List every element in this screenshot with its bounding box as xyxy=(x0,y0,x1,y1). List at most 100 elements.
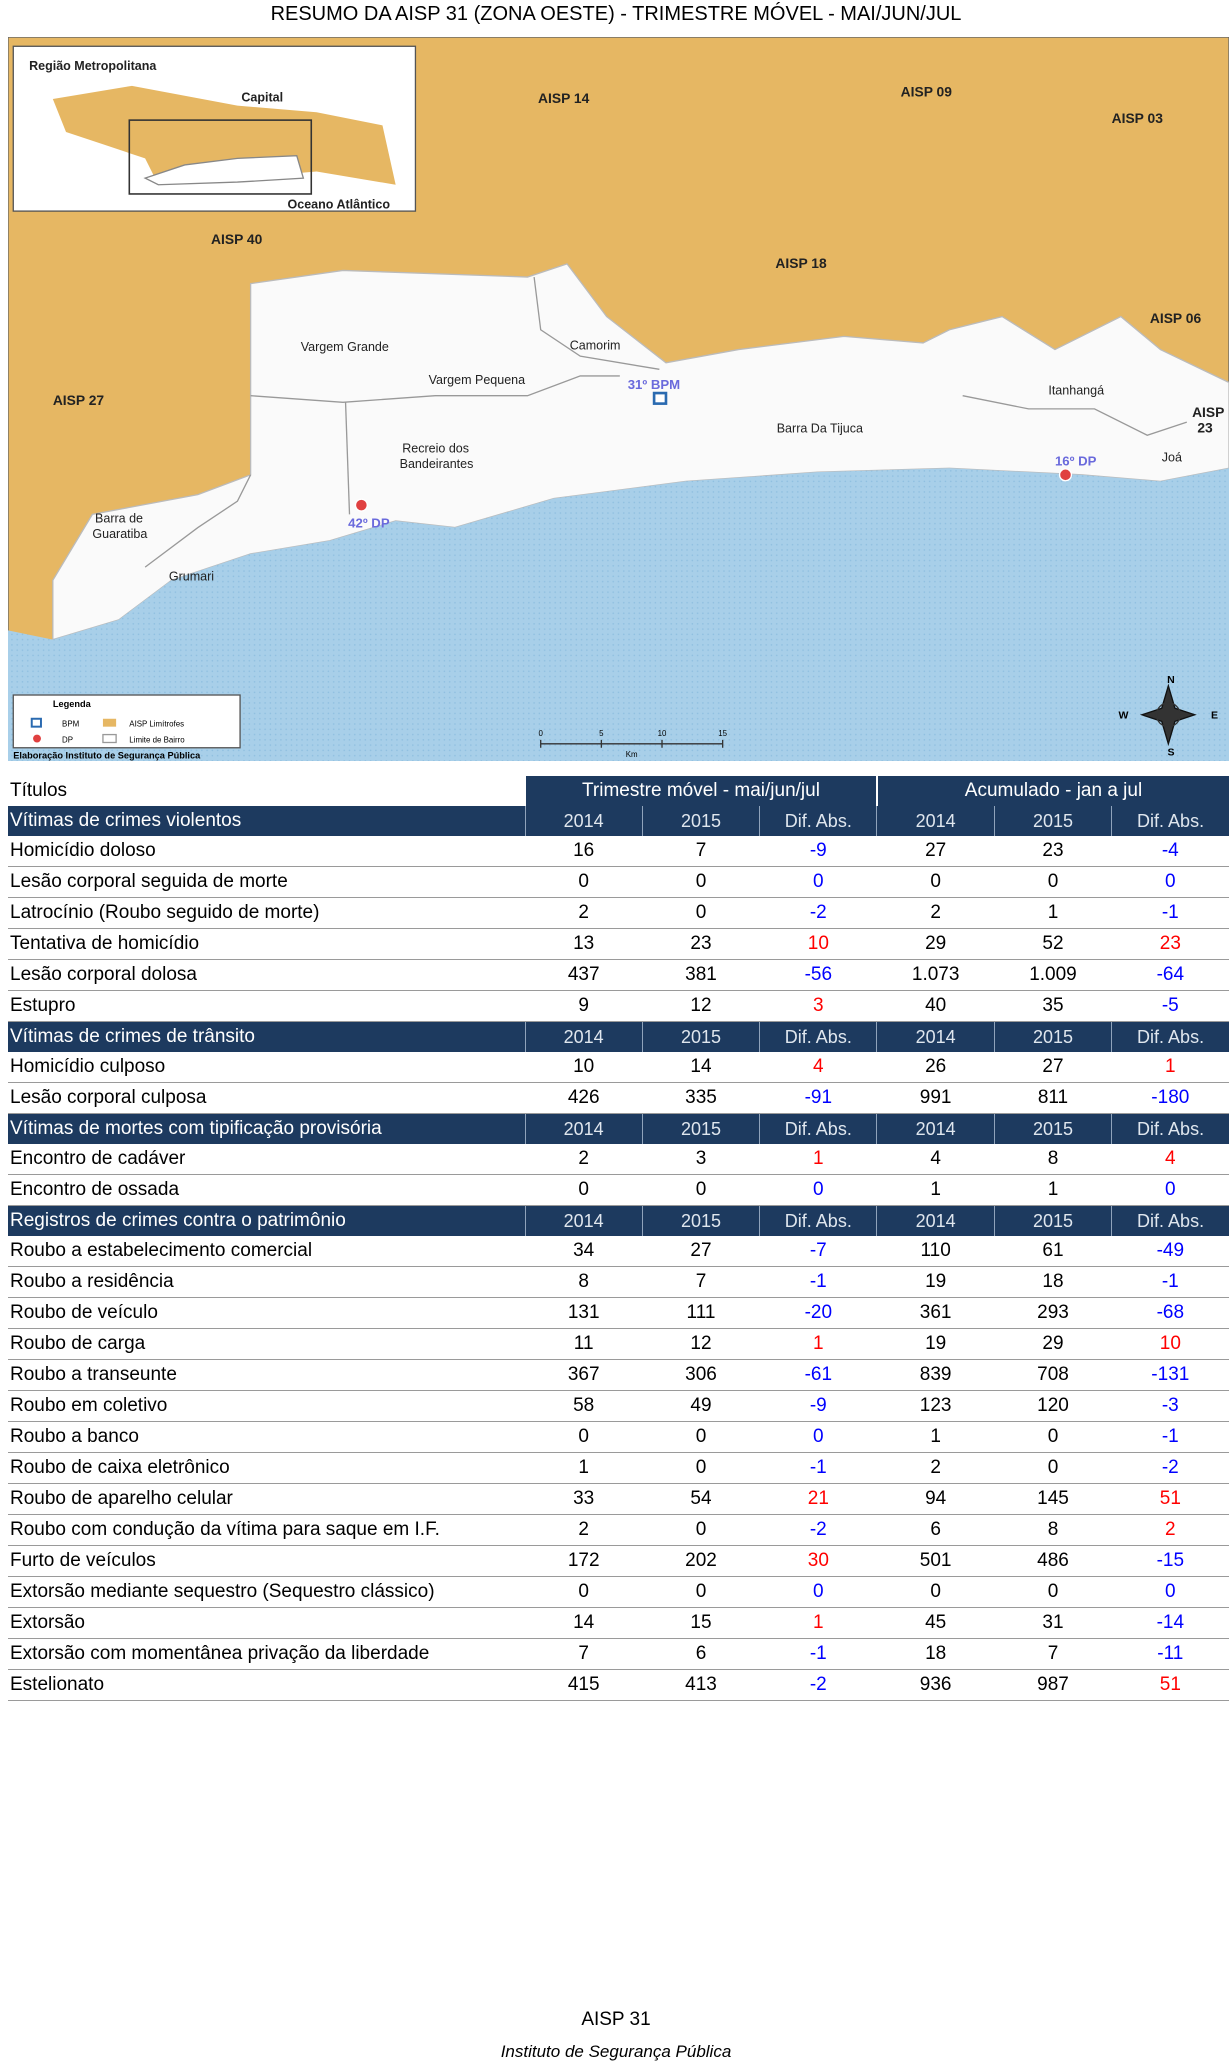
value-cell: 0 xyxy=(876,866,995,898)
difference-cell: 1 xyxy=(759,1607,877,1639)
value-cell: 0 xyxy=(642,897,760,929)
area-label: AISP 14 xyxy=(538,90,590,106)
dp-icon xyxy=(354,498,368,512)
difference-cell: -11 xyxy=(1111,1638,1229,1670)
value-cell: 293 xyxy=(994,1297,1112,1329)
row-label: Roubo de aparelho celular xyxy=(8,1483,525,1515)
difference-cell: -131 xyxy=(1111,1359,1229,1391)
difference-cell: -180 xyxy=(1111,1082,1229,1114)
value-cell: 18 xyxy=(994,1266,1112,1298)
footer-institute: Instituto de Segurança Pública xyxy=(500,2042,732,2061)
difference-cell: -9 xyxy=(759,836,877,867)
value-cell: 0 xyxy=(525,1174,643,1206)
value-cell: 501 xyxy=(876,1545,995,1577)
data-row: Roubo a transeunte 367 306 -61 839 708 -131 xyxy=(8,1359,1229,1391)
inset: Região Metropolitana Capital Oceano Atlâ… xyxy=(12,45,417,212)
value-cell: 0 xyxy=(642,1421,760,1453)
data-row: Roubo com condução da vítima para saque … xyxy=(8,1514,1229,1546)
section-title: Registros de crimes contra o patrimônio xyxy=(8,1205,525,1236)
difference-cell: 10 xyxy=(759,928,877,960)
data-row: Lesão corporal dolosa 437 381 -56 1.073 1.009… xyxy=(8,959,1229,991)
legend-item: Limite de Bairro xyxy=(129,735,185,744)
value-cell: 34 xyxy=(525,1236,643,1267)
value-cell: 839 xyxy=(876,1359,995,1391)
difference-cell: -1 xyxy=(1111,1266,1229,1298)
compass: N S E W xyxy=(1119,674,1218,759)
column-header: 2015 xyxy=(641,806,760,836)
value-cell: 54 xyxy=(642,1483,760,1515)
scale-tick: 0 xyxy=(539,729,544,738)
value-cell: 0 xyxy=(994,1452,1112,1484)
value-cell: 12 xyxy=(642,1328,760,1360)
row-label: Estelionato xyxy=(8,1669,525,1701)
column-header: 2014 xyxy=(876,1113,995,1144)
column-header: 2014 xyxy=(524,1205,643,1236)
value-cell: 987 xyxy=(994,1669,1112,1701)
column-header: Dif. Abs. xyxy=(1111,1205,1229,1236)
area-label: AISP xyxy=(1192,404,1224,420)
row-label: Encontro de cadáver xyxy=(8,1144,525,1175)
bpm-icon xyxy=(652,391,668,405)
data-row: Roubo em coletivo 58 49 -9 123 120 -3 xyxy=(8,1390,1229,1422)
difference-cell: -49 xyxy=(1111,1236,1229,1267)
value-cell: 14 xyxy=(525,1607,643,1639)
scale-bar: 0 5 10 15 Km xyxy=(539,729,728,759)
value-cell: 335 xyxy=(642,1082,760,1114)
value-cell: 110 xyxy=(876,1236,995,1267)
value-cell: 6 xyxy=(642,1638,760,1670)
row-label: Lesão corporal seguida de morte xyxy=(8,866,525,898)
data-row: Homicídio culposo 10 14 4 26 27 1 xyxy=(8,1052,1229,1083)
difference-cell: -20 xyxy=(759,1297,877,1329)
value-cell: 1.073 xyxy=(876,959,995,991)
difference-cell: 1 xyxy=(759,1328,877,1360)
data-row: Latrocínio (Roubo seguido de morte) 2 0 -2 2… xyxy=(8,897,1229,929)
page-title: RESUMO DA AISP 31 (ZONA OESTE) - TRIMEST… xyxy=(270,3,962,25)
difference-cell: 0 xyxy=(759,1421,877,1453)
column-header: Dif. Abs. xyxy=(759,806,877,836)
place-label: Vargem Grande xyxy=(301,340,389,354)
difference-cell: -4 xyxy=(1111,836,1229,867)
area-label: AISP 03 xyxy=(1112,110,1164,126)
value-cell: 7 xyxy=(994,1638,1112,1670)
difference-cell: -3 xyxy=(1111,1390,1229,1422)
difference-cell: -56 xyxy=(759,959,877,991)
station-label: 16º DP xyxy=(1055,454,1097,469)
value-cell: 40 xyxy=(876,990,995,1022)
value-cell: 31 xyxy=(994,1607,1112,1639)
value-cell: 708 xyxy=(994,1359,1112,1391)
value-cell: 2 xyxy=(525,1514,643,1546)
data-row: Extorsão 14 15 1 45 31 -14 xyxy=(8,1607,1229,1639)
row-label: Roubo em coletivo xyxy=(8,1390,525,1422)
row-label: Lesão corporal culposa xyxy=(8,1082,525,1114)
row-label: Roubo a transeunte xyxy=(8,1359,525,1391)
value-cell: 1 xyxy=(994,897,1112,929)
legend-item: DP xyxy=(62,735,73,744)
section-title: Vítimas de crimes violentos xyxy=(8,806,525,836)
difference-cell: 1 xyxy=(759,1144,877,1175)
section-title: Vítimas de mortes com tipificação provis… xyxy=(8,1113,525,1144)
difference-cell: -15 xyxy=(1111,1545,1229,1577)
difference-cell: -9 xyxy=(759,1390,877,1422)
column-header: Dif. Abs. xyxy=(1111,806,1229,836)
difference-cell: 0 xyxy=(1111,866,1229,898)
difference-cell: -1 xyxy=(1111,897,1229,929)
area-label: AISP 18 xyxy=(775,255,827,271)
difference-cell: -68 xyxy=(1111,1297,1229,1329)
value-cell: 0 xyxy=(642,1514,760,1546)
difference-cell: -14 xyxy=(1111,1607,1229,1639)
row-label: Roubo com condução da vítima para saque … xyxy=(8,1514,525,1546)
value-cell: 29 xyxy=(994,1328,1112,1360)
value-cell: 61 xyxy=(994,1236,1112,1267)
row-label: Roubo a residência xyxy=(8,1266,525,1298)
group-header: Acumulado - jan a jul xyxy=(875,776,1229,806)
row-label: Roubo de carga xyxy=(8,1328,525,1360)
place-label: Barra de xyxy=(95,511,143,525)
row-label: Roubo de caixa eletrônico xyxy=(8,1452,525,1484)
value-cell: 2 xyxy=(525,897,643,929)
value-cell: 111 xyxy=(642,1297,760,1329)
value-cell: 6 xyxy=(876,1514,995,1546)
district-borders xyxy=(144,276,1188,568)
difference-cell: 51 xyxy=(1111,1483,1229,1515)
value-cell: 0 xyxy=(525,866,643,898)
value-cell: 10 xyxy=(525,1052,643,1083)
